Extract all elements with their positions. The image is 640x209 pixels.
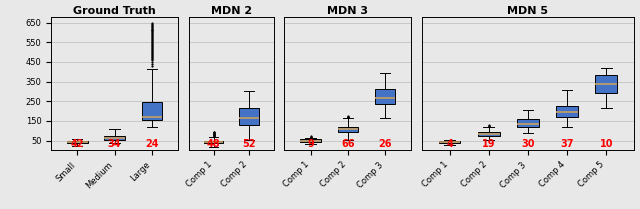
Title: MDN 2: MDN 2 xyxy=(211,6,252,16)
Text: 34: 34 xyxy=(108,139,122,149)
PathPatch shape xyxy=(439,141,460,143)
PathPatch shape xyxy=(478,132,500,136)
Text: 37: 37 xyxy=(561,139,574,149)
PathPatch shape xyxy=(141,102,162,120)
Text: 48: 48 xyxy=(207,139,220,149)
Title: Ground Truth: Ground Truth xyxy=(73,6,156,16)
PathPatch shape xyxy=(67,141,88,143)
PathPatch shape xyxy=(104,136,125,140)
PathPatch shape xyxy=(204,141,223,143)
Text: 26: 26 xyxy=(378,139,392,149)
PathPatch shape xyxy=(239,108,259,125)
PathPatch shape xyxy=(595,75,617,93)
PathPatch shape xyxy=(300,139,321,142)
Text: 30: 30 xyxy=(521,139,534,149)
PathPatch shape xyxy=(375,89,396,104)
PathPatch shape xyxy=(338,127,358,132)
Title: MDN 3: MDN 3 xyxy=(328,6,369,16)
Text: 52: 52 xyxy=(242,139,255,149)
Text: 66: 66 xyxy=(341,139,355,149)
Title: MDN 5: MDN 5 xyxy=(508,6,548,16)
PathPatch shape xyxy=(517,119,539,127)
Text: 9: 9 xyxy=(307,139,314,149)
Text: 10: 10 xyxy=(600,139,613,149)
Text: 42: 42 xyxy=(70,139,84,149)
Text: 4: 4 xyxy=(446,139,453,149)
Text: 24: 24 xyxy=(145,139,159,149)
PathPatch shape xyxy=(556,106,578,117)
Text: 19: 19 xyxy=(482,139,495,149)
